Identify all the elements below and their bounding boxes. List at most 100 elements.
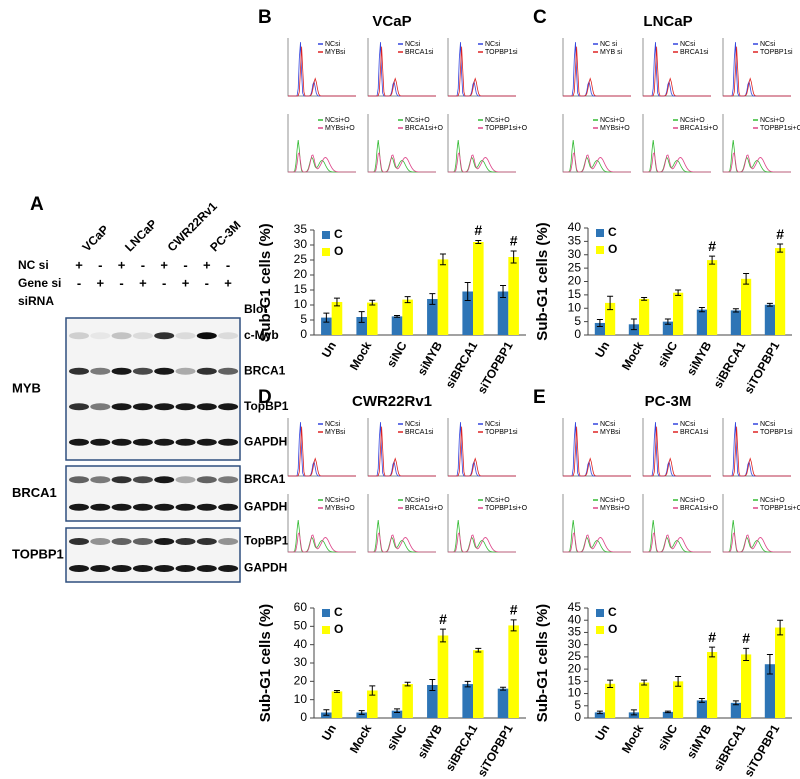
x-tick-label: siMYB bbox=[684, 339, 715, 378]
x-tick-label: siTOPBP1 bbox=[475, 722, 516, 779]
bar bbox=[696, 309, 707, 335]
bar bbox=[730, 702, 741, 718]
error-bar bbox=[475, 240, 482, 244]
band bbox=[154, 538, 175, 545]
error-bar bbox=[709, 255, 716, 265]
error-bar bbox=[641, 679, 648, 686]
band bbox=[175, 565, 196, 572]
sign: - bbox=[183, 257, 187, 272]
legend-swatch bbox=[596, 609, 604, 617]
bar bbox=[367, 690, 378, 718]
band bbox=[90, 476, 111, 484]
row-label: NC si bbox=[18, 258, 49, 272]
error-bar bbox=[732, 308, 739, 313]
flow-legend-label: NCsi bbox=[405, 421, 421, 428]
panel-label: B bbox=[258, 7, 272, 28]
flow-title: PC-3M bbox=[645, 393, 692, 410]
flow-legend-label: BRCA1si bbox=[680, 429, 709, 436]
panel-label: E bbox=[533, 387, 546, 408]
band bbox=[218, 476, 239, 484]
band bbox=[218, 538, 239, 545]
flow-legend-label: NCsi bbox=[485, 41, 501, 48]
flow-legend-label: TOPBP1si bbox=[760, 49, 793, 56]
legend-label: C bbox=[608, 225, 617, 239]
flow-curve bbox=[368, 151, 436, 173]
bar bbox=[775, 627, 786, 718]
flow-legend-label: MYBsi bbox=[325, 429, 346, 436]
significance-mark: # bbox=[776, 226, 784, 242]
bar bbox=[462, 291, 473, 335]
error-bar bbox=[358, 311, 365, 323]
band bbox=[132, 403, 153, 411]
flow-legend-label: BRCA1si bbox=[680, 49, 709, 56]
y-tick-label: 35 bbox=[568, 234, 582, 248]
error-bar bbox=[429, 679, 436, 691]
significance-mark: # bbox=[708, 629, 716, 645]
flow-curve bbox=[723, 426, 791, 477]
band bbox=[154, 438, 175, 446]
flow-legend-label: NCsi+O bbox=[485, 117, 510, 124]
legend-label: O bbox=[334, 244, 343, 258]
bar bbox=[673, 292, 684, 335]
band bbox=[111, 332, 132, 340]
band bbox=[196, 438, 217, 446]
bar bbox=[741, 654, 752, 718]
flow-legend-label: NCsi+O bbox=[760, 117, 785, 124]
flow-curve bbox=[563, 531, 631, 553]
band bbox=[111, 503, 132, 511]
y-tick-label: 60 bbox=[294, 600, 308, 614]
y-tick-label: 50 bbox=[294, 619, 308, 633]
x-tick-label: siBRCA1 bbox=[711, 722, 749, 774]
flow-legend-label: TOPBP1si bbox=[760, 429, 793, 436]
flow-legend-label: NCsi+O bbox=[760, 497, 785, 504]
flow-curve bbox=[288, 151, 356, 173]
error-bar bbox=[394, 315, 401, 318]
flow-curve bbox=[723, 151, 791, 173]
legend-label: O bbox=[608, 242, 617, 256]
error-bar bbox=[475, 647, 482, 653]
flow-curve bbox=[448, 46, 516, 97]
flow-legend-label: TOPBP1si bbox=[485, 429, 518, 436]
bar bbox=[402, 684, 413, 718]
band bbox=[218, 403, 239, 411]
bar bbox=[673, 681, 684, 718]
bar bbox=[321, 317, 332, 335]
flow-legend-label: NCsi+O bbox=[325, 497, 350, 504]
x-tick-label: siMYB bbox=[415, 722, 446, 761]
band bbox=[196, 503, 217, 511]
band bbox=[218, 367, 239, 375]
error-bar bbox=[664, 318, 671, 325]
band bbox=[132, 332, 153, 340]
bar bbox=[730, 310, 741, 335]
flow-curve bbox=[288, 426, 356, 477]
y-tick-label: 0 bbox=[574, 327, 581, 341]
significance-mark: # bbox=[742, 630, 750, 646]
error-bar bbox=[630, 318, 637, 331]
flow-legend-label: BRCA1si+O bbox=[405, 125, 443, 132]
flow-legend-label: NCsi bbox=[325, 41, 341, 48]
error-bar bbox=[777, 619, 784, 636]
error-bar bbox=[439, 628, 446, 643]
flow-legend-label: TOPBP1si+O bbox=[760, 505, 800, 512]
bar bbox=[391, 710, 403, 718]
flow-legend-label: TOPBP1si bbox=[485, 49, 518, 56]
flow-legend-label: BRCA1si+O bbox=[680, 505, 718, 512]
band bbox=[69, 538, 89, 545]
band bbox=[69, 438, 89, 446]
band bbox=[90, 332, 111, 340]
error-bar bbox=[596, 318, 603, 327]
significance-mark: # bbox=[474, 222, 482, 238]
error-bar bbox=[630, 709, 637, 716]
flow-curve bbox=[643, 531, 711, 553]
flow-curve bbox=[563, 46, 631, 97]
band bbox=[196, 565, 217, 572]
sign: + bbox=[75, 257, 83, 272]
band bbox=[90, 538, 111, 545]
bar bbox=[662, 321, 673, 335]
error-bar bbox=[404, 681, 411, 687]
y-tick-label: 5 bbox=[300, 312, 307, 326]
band-label: BRCA1 bbox=[244, 472, 286, 486]
band bbox=[69, 367, 89, 375]
band bbox=[175, 503, 196, 511]
error-bar bbox=[394, 708, 401, 713]
